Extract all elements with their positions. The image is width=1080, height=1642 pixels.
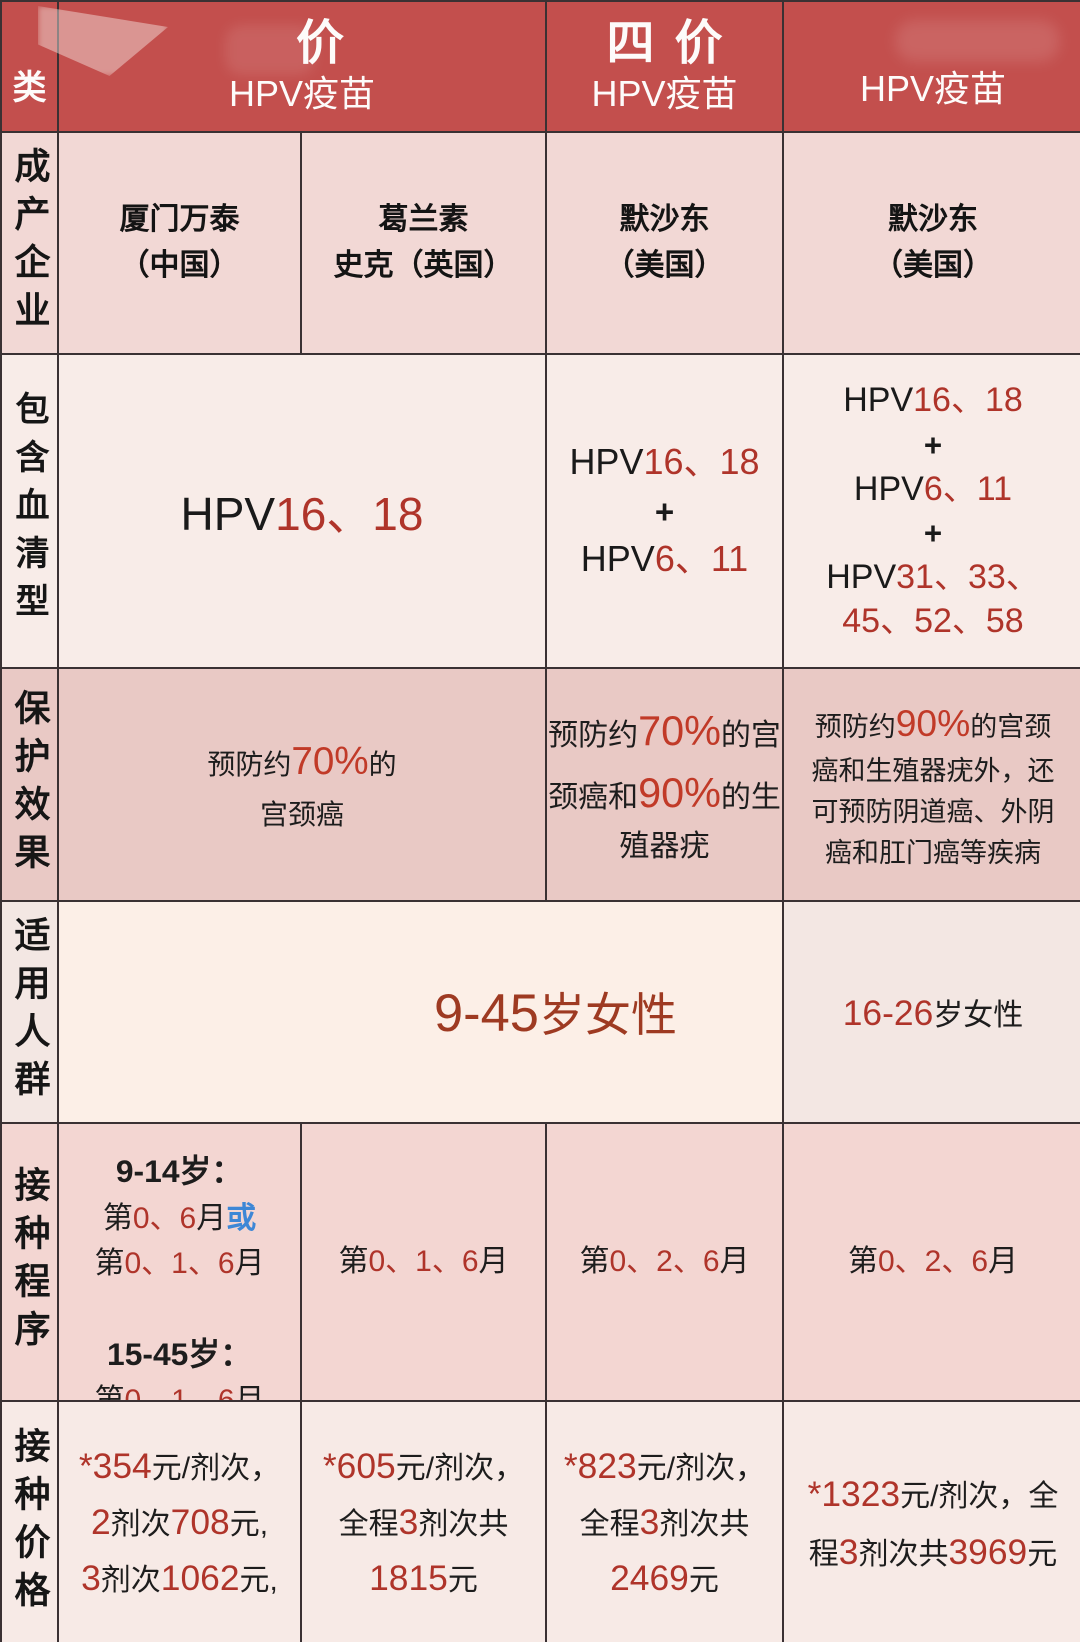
population-merged: 9-45岁女性 [59,902,784,1124]
row-label-schedule: 接种程序 [2,1124,59,1402]
header-ninevalent-cell: HPV疫苗 [784,2,1080,133]
header-bivalent-valence: 价 [295,16,344,70]
corner-header-label: 类 [12,69,47,107]
header-bivalent-cell: 价 HPV疫苗 [59,2,547,133]
row-label-population: 适用人群 [2,902,59,1124]
row-label-manufacturer: 成产企业 [2,133,59,355]
manufacturer-ninevalent: 默沙东 （美国） [784,133,1080,355]
header-bivalent-product: HPV疫苗 [228,72,376,114]
header-quadrivalent-cell: 四价 HPV疫苗 [547,2,784,133]
row-label-serotypes: 包含血清型 [2,355,59,669]
manufacturer-quadrivalent: 默沙东 （美国） [547,133,784,355]
protection-ninevalent: 预防约90%的宫颈 癌和生殖器疣外，还 可预防阴道癌、外阴 癌和肛门癌等疾病 [784,669,1080,902]
manufacturer-bivalent-gsk: 葛兰素 史克（英国） [302,133,547,355]
header-quadrivalent-valence: 四价 [606,16,743,70]
schedule-bivalent-cn: 9-14岁： 第0、6月或 第0、1、6月 15-45岁： 第0、1、6月 [59,1124,302,1402]
header-quadrivalent-product: HPV疫苗 [591,72,738,114]
row-label-protection: 保护效果 [2,669,59,902]
price-ninevalent: *1323元/剂次，全 程3剂次共3969元 [784,1402,1080,1642]
population-ninevalent: 16-26岁女性 [784,902,1080,1124]
schedule-quadrivalent: 第0、2、6月 [547,1124,784,1402]
serotypes-bivalent: HPV16、18 [59,355,547,669]
serotypes-ninevalent: HPV16、18 + HPV6、11 + HPV31、33、 45、52、58 [784,355,1080,669]
schedule-ninevalent: 第0、2、6月 [784,1124,1080,1402]
price-quadrivalent: *823元/剂次， 全程3剂次共 2469元 [547,1402,784,1642]
corner-header-cell: 类 [2,2,59,133]
manufacturer-bivalent-cn: 厦门万泰 （中国） [59,133,302,355]
header-ninevalent-product: HPV疫苗 [859,68,1007,110]
schedule-bivalent-gsk: 第0、1、6月 [302,1124,547,1402]
price-bivalent-cn: *354元/剂次， 2剂次708元, 3剂次1062元, [59,1402,302,1642]
protection-bivalent: 预防约70%的 宫颈癌 [59,669,547,902]
row-label-price: 接种价格 [2,1402,59,1642]
price-bivalent-gsk: *605元/剂次， 全程3剂次共 1815元 [302,1402,547,1642]
serotypes-quadrivalent: HPV16、18 + HPV6、11 [547,355,784,669]
protection-quadrivalent: 预防约70%的宫 颈癌和90%的生 殖器疣 [547,669,784,902]
